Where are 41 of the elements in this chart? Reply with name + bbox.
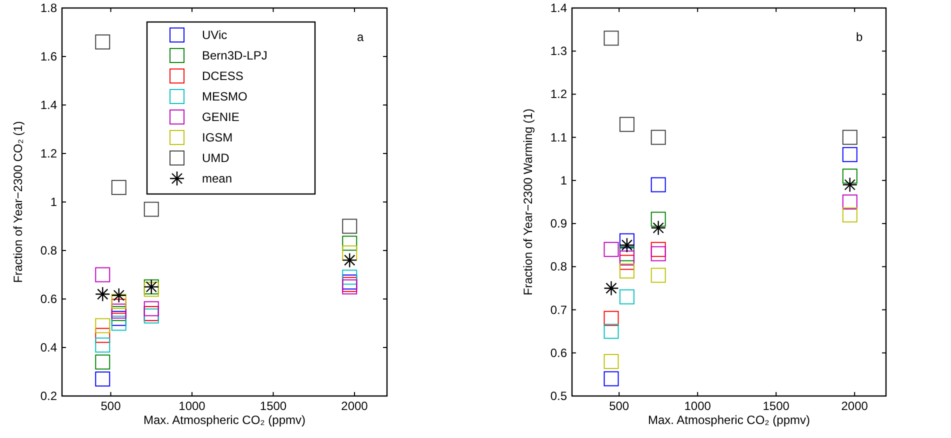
legend-label: IGSM xyxy=(202,130,233,144)
y-tick-label: 0.6 xyxy=(550,346,568,360)
legend-label: DCESS xyxy=(202,69,244,83)
x-tick-label: 1500 xyxy=(260,399,287,413)
y-tick-label: 0.9 xyxy=(550,216,568,231)
y-tick-label: 1 xyxy=(50,195,58,209)
x-tick-label: 1000 xyxy=(178,399,206,413)
legend-label: GENIE xyxy=(202,110,240,124)
y-tick-label: 0.8 xyxy=(40,244,58,258)
y-tick-label: 1.2 xyxy=(40,146,58,160)
y-tick-label: 1.3 xyxy=(550,44,568,58)
y-tick-label: 1.8 xyxy=(40,1,58,15)
legend-label: UMD xyxy=(202,151,230,165)
y-tick-label: 0.8 xyxy=(550,260,568,274)
legend-label: UVic xyxy=(202,28,228,42)
y-tick-label: 0.6 xyxy=(40,292,58,306)
y-tick-label: 1.2 xyxy=(550,87,568,102)
legend-label: mean xyxy=(202,172,232,186)
annotation: b xyxy=(856,30,863,44)
x-axis-title: Max. Atmospheric CO₂ (ppmv) xyxy=(648,413,810,427)
y-tick-label: 1.1 xyxy=(550,130,568,144)
y-tick-label: 1 xyxy=(560,173,568,188)
x-tick-label: 2000 xyxy=(341,399,368,413)
x-tick-label: 1500 xyxy=(762,399,790,413)
y-axis-title: Fraction of Year−2300 CO₂ (1) xyxy=(11,121,25,283)
legend-label: MESMO xyxy=(202,90,248,104)
y-tick-label: 1.4 xyxy=(550,1,568,15)
x-tick-label: 500 xyxy=(100,399,122,413)
x-tick-label: 1000 xyxy=(684,399,712,413)
y-tick-label: 1.6 xyxy=(40,50,58,64)
x-tick-label: 500 xyxy=(609,399,630,413)
y-tick-label: 0.5 xyxy=(550,389,568,403)
y-tick-label: 0.2 xyxy=(40,389,58,403)
y-axis-title: Fraction of Year−2300 Warming (1) xyxy=(521,108,535,296)
y-tick-label: 1.4 xyxy=(40,98,58,112)
x-axis-title: Max. Atmospheric CO₂ (ppmv) xyxy=(143,413,306,427)
legend-label: Bern3D-LPJ xyxy=(202,48,268,62)
y-tick-label: 0.4 xyxy=(40,340,58,354)
annotation: a xyxy=(357,30,364,44)
x-tick-label: 2000 xyxy=(841,399,868,413)
y-tick-label: 0.7 xyxy=(550,302,568,317)
